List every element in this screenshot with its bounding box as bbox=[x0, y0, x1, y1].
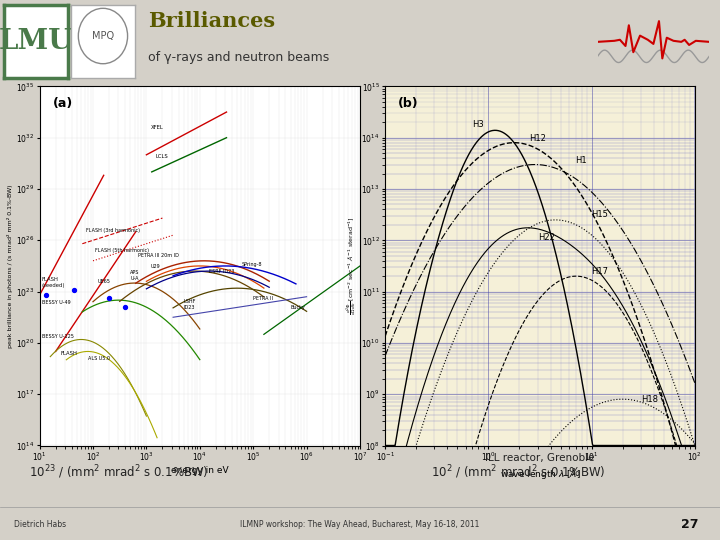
Text: H22: H22 bbox=[538, 233, 554, 242]
Text: APS
U-A: APS U-A bbox=[130, 270, 140, 281]
Text: H12: H12 bbox=[529, 134, 546, 143]
X-axis label: energy in eV: energy in eV bbox=[171, 466, 229, 475]
Text: of γ-rays and neutron beams: of γ-rays and neutron beams bbox=[148, 51, 329, 64]
Text: MPQ: MPQ bbox=[92, 31, 114, 41]
Text: LSHF
ID23: LSHF ID23 bbox=[184, 299, 196, 310]
Point bbox=[103, 294, 114, 303]
Text: UE65: UE65 bbox=[97, 279, 110, 284]
Text: Brilliances: Brilliances bbox=[148, 11, 275, 31]
Text: XFEL: XFEL bbox=[150, 125, 163, 130]
Text: Bucky: Bucky bbox=[291, 305, 305, 310]
Text: LCLS: LCLS bbox=[156, 154, 168, 159]
Text: 27: 27 bbox=[681, 518, 698, 531]
Text: H18: H18 bbox=[641, 395, 658, 404]
Text: LMU: LMU bbox=[0, 28, 73, 56]
Text: ESRF ID23: ESRF ID23 bbox=[210, 269, 235, 274]
Text: FLASH (5th harmonic): FLASH (5th harmonic) bbox=[95, 248, 149, 253]
Text: BESSY U-125: BESSY U-125 bbox=[42, 334, 73, 339]
Y-axis label: $\frac{d^2\Phi}{d\Omega\,dk}$ [cm$^{-2}$ sec$^{-1}$ $\AA^{-1}$ sterad$^{-1}$]: $\frac{d^2\Phi}{d\Omega\,dk}$ [cm$^{-2}$… bbox=[344, 217, 359, 315]
Text: H3: H3 bbox=[472, 120, 484, 129]
Text: SPring-8: SPring-8 bbox=[241, 262, 262, 267]
Text: FLASH
(seeded): FLASH (seeded) bbox=[42, 278, 66, 288]
Text: U29: U29 bbox=[150, 264, 161, 269]
Text: H1: H1 bbox=[575, 156, 588, 165]
Text: ALS U5.0: ALS U5.0 bbox=[88, 356, 110, 361]
Text: $10^{23}$ / (mm$^2$ mrad$^2$ s 0.1%BW): $10^{23}$ / (mm$^2$ mrad$^2$ s 0.1%BW) bbox=[29, 463, 209, 481]
Text: H15: H15 bbox=[592, 211, 608, 219]
Text: ILL reactor, Grenoble: ILL reactor, Grenoble bbox=[485, 453, 595, 463]
Point bbox=[68, 286, 80, 294]
Text: $10^{2}$ / (mm$^2$ mrad$^2$ s 0.1%BW): $10^{2}$ / (mm$^2$ mrad$^2$ s 0.1%BW) bbox=[431, 463, 606, 481]
Text: FLASH (3rd harmonic): FLASH (3rd harmonic) bbox=[86, 228, 140, 233]
Text: (a): (a) bbox=[53, 97, 73, 110]
Y-axis label: peak brilliance in photons / (s mrad² mm² 0.1%-BW): peak brilliance in photons / (s mrad² mm… bbox=[7, 184, 13, 348]
Text: FLASH: FLASH bbox=[61, 351, 78, 356]
Text: (b): (b) bbox=[397, 97, 418, 110]
Point bbox=[40, 291, 51, 299]
Point bbox=[120, 302, 131, 311]
X-axis label: wave length $\lambda$ [$\AA$]: wave length $\lambda$ [$\AA$] bbox=[500, 466, 580, 481]
Text: H17: H17 bbox=[592, 267, 608, 276]
Text: PETRA III 20m ID: PETRA III 20m ID bbox=[138, 253, 179, 259]
Text: ILMNP workshop: The Way Ahead, Bucharest, May 16-18, 2011: ILMNP workshop: The Way Ahead, Bucharest… bbox=[240, 519, 480, 529]
Text: BESSY U-49: BESSY U-49 bbox=[42, 300, 71, 305]
Text: Dietrich Habs: Dietrich Habs bbox=[14, 519, 66, 529]
Text: PETRA II: PETRA II bbox=[253, 296, 273, 301]
